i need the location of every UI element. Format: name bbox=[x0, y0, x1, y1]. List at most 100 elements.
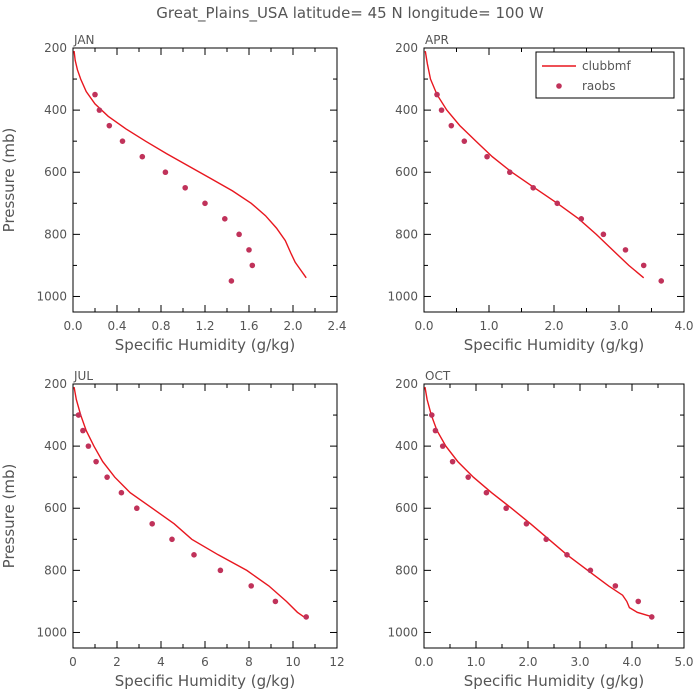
series-line-clubbmf bbox=[73, 386, 305, 618]
plot-frame bbox=[72, 47, 338, 313]
x-tick-label: 2.0 bbox=[518, 655, 537, 669]
y-tick-label: 1000 bbox=[387, 625, 418, 639]
y-tick-label: 800 bbox=[44, 227, 67, 241]
data-point-raobs bbox=[578, 216, 585, 222]
panel-label: JUL bbox=[73, 369, 93, 383]
data-point-raobs bbox=[448, 122, 455, 129]
data-point-raobs bbox=[104, 474, 110, 480]
data-point-raobs bbox=[449, 458, 456, 465]
x-tick-label: 2.0 bbox=[283, 319, 302, 333]
data-point-raobs bbox=[236, 231, 242, 238]
x-tick-label: 1.0 bbox=[466, 655, 485, 669]
data-point-raobs bbox=[507, 169, 513, 176]
y-tick-label: 800 bbox=[395, 563, 418, 577]
y-tick-label: 600 bbox=[44, 501, 67, 515]
data-point-raobs bbox=[429, 412, 435, 418]
data-point-raobs bbox=[530, 184, 536, 191]
data-point-raobs bbox=[162, 169, 169, 176]
y-tick-label: 600 bbox=[44, 165, 67, 179]
y-tick-label: 400 bbox=[395, 439, 418, 453]
data-point-raobs bbox=[182, 184, 188, 191]
legend: clubbmf raobs bbox=[535, 51, 675, 99]
data-point-raobs bbox=[134, 505, 140, 512]
legend-label-obs: raobs bbox=[582, 79, 616, 93]
legend-box bbox=[535, 51, 675, 99]
y-tick-label: 1000 bbox=[36, 289, 67, 303]
x-tick-label: 1.6 bbox=[239, 319, 258, 333]
x-tick-label: 0.4 bbox=[107, 319, 126, 333]
panel-label: APR bbox=[425, 33, 449, 47]
data-point-raobs bbox=[106, 122, 113, 129]
panel-oct: OCT 0.0 1.0 2.0 3.0 4.0 5.0 200 400 600 800 1000 Spe… bbox=[387, 369, 693, 690]
x-tick-label: 0.0 bbox=[63, 319, 82, 333]
x-tick-label: 3.0 bbox=[609, 319, 628, 333]
data-point-raobs bbox=[248, 583, 254, 589]
data-point-raobs bbox=[432, 427, 439, 434]
data-point-raobs bbox=[191, 552, 197, 558]
data-point-raobs bbox=[658, 278, 665, 284]
panel-label: OCT bbox=[425, 369, 451, 383]
x-tick-label: 8 bbox=[245, 655, 253, 669]
y-tick-label: 800 bbox=[395, 227, 418, 241]
data-point-raobs bbox=[438, 107, 445, 113]
data-point-raobs bbox=[85, 443, 92, 449]
data-point-raobs bbox=[523, 520, 530, 527]
data-point-raobs bbox=[246, 247, 252, 253]
data-point-raobs bbox=[622, 247, 629, 253]
data-point-raobs bbox=[434, 91, 440, 98]
x-tick-label: 6 bbox=[201, 655, 209, 669]
data-point-raobs bbox=[303, 614, 310, 620]
data-point-raobs bbox=[217, 567, 224, 574]
y-tick-label: 400 bbox=[44, 439, 67, 453]
y-axis-title: Pressure (mb) bbox=[0, 464, 18, 569]
y-tick-label: 200 bbox=[395, 41, 418, 55]
x-tick-label: 1.0 bbox=[479, 319, 498, 333]
x-axis-title: Specific Humidity (g/kg) bbox=[115, 672, 295, 690]
x-tick-label: 2 bbox=[113, 655, 121, 669]
data-point-raobs bbox=[169, 536, 175, 543]
data-point-raobs bbox=[461, 138, 468, 144]
series-line-clubbmf bbox=[424, 50, 645, 279]
data-point-raobs bbox=[635, 598, 642, 605]
legend-label-model: clubbmf bbox=[582, 59, 631, 73]
data-point-raobs bbox=[96, 107, 103, 113]
x-tick-label: 0 bbox=[69, 655, 77, 669]
series-line-clubbmf bbox=[73, 51, 307, 279]
x-tick-label: 0.8 bbox=[151, 319, 170, 333]
data-point-raobs bbox=[139, 153, 146, 160]
data-point-raobs bbox=[503, 505, 509, 512]
data-point-raobs bbox=[92, 91, 98, 98]
data-point-raobs bbox=[118, 489, 125, 496]
data-point-raobs bbox=[564, 552, 570, 558]
x-tick-label: 4 bbox=[157, 655, 165, 669]
data-point-raobs bbox=[149, 520, 155, 527]
y-tick-label: 800 bbox=[44, 563, 67, 577]
series-line-clubbmf bbox=[424, 386, 653, 618]
x-tick-label: 2.0 bbox=[544, 319, 563, 333]
x-tick-label: 0.0 bbox=[414, 319, 433, 333]
y-tick-label: 1000 bbox=[387, 289, 418, 303]
x-axis-title: Specific Humidity (g/kg) bbox=[115, 336, 295, 354]
data-point-raobs bbox=[272, 598, 279, 605]
y-tick-label: 400 bbox=[44, 103, 67, 117]
data-point-raobs bbox=[648, 614, 655, 620]
panel-apr: APR 0.0 1.0 2.0 3.0 4.0 200 400 600 800 1000 Specif… bbox=[387, 33, 693, 354]
data-point-raobs bbox=[222, 216, 228, 222]
data-point-raobs bbox=[202, 200, 208, 207]
x-axis-title: Specific Humidity (g/kg) bbox=[464, 336, 644, 354]
legend-marker-swatch bbox=[556, 83, 562, 89]
data-point-raobs bbox=[543, 536, 549, 543]
data-point-raobs bbox=[249, 262, 256, 269]
y-tick-label: 200 bbox=[44, 41, 67, 55]
data-point-raobs bbox=[439, 443, 446, 449]
y-tick-label: 600 bbox=[395, 165, 418, 179]
x-tick-label: 3.0 bbox=[570, 655, 589, 669]
x-tick-label: 2.4 bbox=[327, 319, 346, 333]
x-tick-label: 10 bbox=[285, 655, 300, 669]
data-point-raobs bbox=[600, 231, 607, 238]
data-point-raobs bbox=[93, 458, 99, 465]
y-tick-label: 200 bbox=[44, 377, 67, 391]
data-point-raobs bbox=[612, 583, 619, 589]
